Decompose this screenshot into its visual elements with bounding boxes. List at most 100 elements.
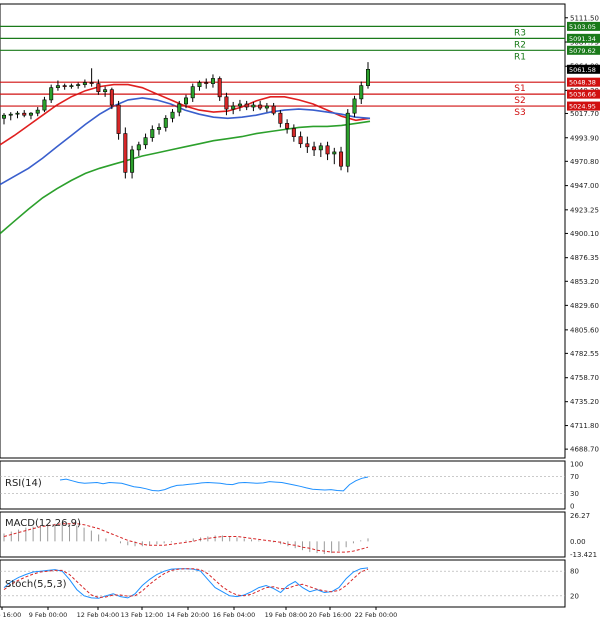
level-name-label: R1 xyxy=(514,52,526,62)
level-name-label: S3 xyxy=(514,108,525,118)
macd-y-tick-label: 26.27 xyxy=(570,512,590,520)
candle-body xyxy=(244,103,249,108)
candle-body xyxy=(170,111,175,119)
rsi-y-tick-label: 0 xyxy=(570,503,574,511)
candle-body xyxy=(150,129,155,138)
moving-average-line xyxy=(0,97,371,186)
y-tick-label: 4923.25 xyxy=(570,206,599,214)
candle-body xyxy=(82,82,87,85)
level-price-label: 5091.34 xyxy=(569,35,596,43)
level-name-label: R2 xyxy=(514,40,526,50)
level-price-label: 5048.38 xyxy=(569,79,596,87)
candle-body xyxy=(76,84,81,86)
candle-body xyxy=(22,112,27,116)
candle-body xyxy=(89,82,94,84)
candle-body xyxy=(69,85,74,87)
candle-body xyxy=(352,98,357,114)
macd-y-tick-label: 0.00 xyxy=(570,538,586,546)
candle-body xyxy=(271,105,276,114)
candle-body xyxy=(197,82,202,87)
y-tick-label: 4970.80 xyxy=(570,158,599,166)
candle-body xyxy=(103,89,108,93)
candle-body xyxy=(332,151,337,155)
macd-title: MACD(12,26,9) xyxy=(5,518,81,529)
candle-body xyxy=(62,85,67,87)
rsi-title: RSI(14) xyxy=(5,478,42,489)
x-tick-label: 19 Feb 08:00 xyxy=(265,611,308,619)
stoch-y-tick-label: 80 xyxy=(570,568,579,576)
candle-body xyxy=(204,82,209,84)
candle-body xyxy=(15,112,20,115)
candle-body xyxy=(109,89,114,106)
x-tick-label: 14 Feb 20:00 xyxy=(167,611,210,619)
candle-body xyxy=(345,112,350,167)
candle-body xyxy=(190,86,195,99)
candle-body xyxy=(28,112,33,116)
x-tick-label: 20 Feb 16:00 xyxy=(309,611,352,619)
macd-signal-line xyxy=(3,523,369,553)
stoch-title: Stoch(5,5,3) xyxy=(5,579,67,590)
candle-body xyxy=(210,78,215,84)
candle-body xyxy=(224,96,229,110)
candle-body xyxy=(123,133,128,173)
candle-body xyxy=(130,149,135,173)
stoch-d-line xyxy=(3,568,369,598)
y-tick-label: 4829.60 xyxy=(570,302,599,310)
candle-body xyxy=(278,112,283,124)
x-tick-label: 22 Feb 00:00 xyxy=(355,611,398,619)
level-price-tag xyxy=(567,77,600,87)
level-price-tag xyxy=(567,45,600,55)
candle-body xyxy=(359,85,364,100)
candle-body xyxy=(305,143,310,148)
current-price-tag xyxy=(567,64,600,74)
candle-body xyxy=(258,104,263,109)
x-tick-label: 8 Feb 16:00 xyxy=(0,611,21,619)
candle-body xyxy=(217,78,222,98)
level-price-label: 5079.62 xyxy=(569,47,596,55)
main-panel-frame xyxy=(0,3,566,459)
candle-body xyxy=(96,83,101,93)
y-tick-label: 5017.70 xyxy=(570,110,599,118)
candle-body xyxy=(55,85,60,88)
candle-body xyxy=(339,151,344,167)
candle-body xyxy=(184,97,189,105)
current-price-label: 5061.58 xyxy=(569,66,596,74)
level-name-label: R3 xyxy=(514,28,526,38)
candle-body xyxy=(163,117,168,128)
candle-body xyxy=(116,104,121,134)
rsi-y-tick-label: 30 xyxy=(570,490,579,498)
y-tick-label: 4688.70 xyxy=(570,446,599,454)
y-tick-label: 4782.55 xyxy=(570,350,599,358)
y-tick-label: 4876.35 xyxy=(570,254,599,262)
x-tick-label: 16 Feb 04:00 xyxy=(213,611,256,619)
candle-body xyxy=(285,123,290,129)
level-name-label: S1 xyxy=(514,84,525,94)
y-tick-label: 4711.80 xyxy=(570,422,599,430)
x-tick-label: 13 Feb 12:00 xyxy=(121,611,164,619)
candle-body xyxy=(143,137,148,146)
candle-body xyxy=(291,128,296,137)
candle-body xyxy=(231,105,236,110)
rsi-y-tick-label: 70 xyxy=(570,473,579,481)
y-tick-label: 4735.20 xyxy=(570,398,599,406)
rsi-line xyxy=(59,476,369,492)
candle-body xyxy=(365,68,370,86)
stoch-panel-frame xyxy=(0,559,566,608)
level-price-tag xyxy=(567,89,600,99)
candle-body xyxy=(298,136,303,145)
level-price-tag xyxy=(567,33,600,43)
candle-body xyxy=(157,127,162,130)
y-tick-label: 4993.90 xyxy=(570,134,599,142)
y-tick-label: 4900.10 xyxy=(570,230,599,238)
candle-body xyxy=(177,103,182,113)
rsi-panel-frame xyxy=(0,460,566,510)
candle-body xyxy=(318,145,323,151)
macd-y-tick-label: -13.421 xyxy=(570,551,597,559)
candle-body xyxy=(251,104,256,108)
candle-body xyxy=(1,114,7,119)
candle-body xyxy=(264,105,269,109)
rsi-y-tick-label: 100 xyxy=(570,461,583,469)
level-price-tag xyxy=(567,101,600,111)
